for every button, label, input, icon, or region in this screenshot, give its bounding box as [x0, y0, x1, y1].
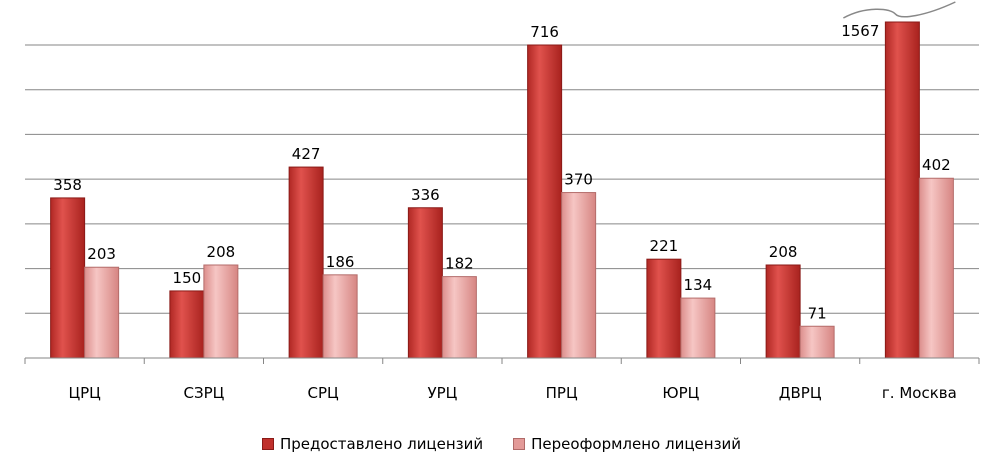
data-label: 208 — [769, 243, 798, 261]
data-label: 186 — [326, 253, 355, 271]
legend-swatch-provided — [261, 438, 274, 450]
bar-reissued — [203, 264, 239, 359]
bar-reissued — [918, 177, 954, 359]
bar-provided — [50, 197, 86, 359]
bar-provided — [884, 21, 920, 359]
x-tick-label: ЦРЦ — [68, 384, 101, 402]
x-tick-label: ДВРЦ — [779, 384, 822, 402]
data-labels: 358 203 150 208 427 186 336 182 716 370 221 134 208 7… — [53, 1, 956, 322]
bar-provided — [646, 258, 682, 359]
bars — [50, 21, 954, 359]
legend: Предоставлено лицензий Переоформлено лиц… — [0, 430, 1003, 458]
bar-reissued — [441, 276, 477, 359]
data-label: 208 — [207, 243, 236, 261]
bar-provided — [407, 207, 443, 359]
data-label: 203 — [87, 245, 116, 263]
x-tick-label: ЮРЦ — [662, 384, 699, 402]
data-label: 370 — [564, 171, 593, 189]
bar-reissued — [322, 274, 358, 359]
legend-item-reissued: Переоформлено лицензий — [513, 435, 741, 453]
bar-reissued — [680, 297, 716, 359]
bar-chart: 358 203 150 208 427 186 336 182 716 370 221 134 208 7… — [24, 1, 980, 402]
data-label: 402 — [922, 156, 951, 174]
x-tick-label: УРЦ — [427, 384, 457, 402]
data-label: 134 — [684, 276, 713, 294]
data-label: 150 — [173, 269, 202, 287]
bar-provided — [288, 166, 324, 359]
legend-item-provided: Предоставлено лицензий — [261, 435, 484, 453]
bar-reissued — [84, 266, 120, 359]
bar-reissued — [799, 325, 835, 359]
legend-swatch-reissued — [513, 438, 526, 450]
data-label: 427 — [292, 145, 321, 163]
bar-provided — [765, 264, 801, 359]
legend-label-provided: Предоставлено лицензий — [279, 435, 484, 453]
axis-break-mark — [843, 1, 956, 19]
bar-provided — [527, 44, 563, 359]
data-label: 221 — [650, 237, 679, 255]
data-label: 1567 — [841, 22, 879, 40]
data-label: 716 — [530, 23, 559, 41]
x-tick-label: СЗРЦ — [183, 384, 224, 402]
data-label: 71 — [808, 304, 827, 322]
gridlines — [25, 44, 979, 314]
x-tick-label: СРЦ — [308, 384, 340, 402]
x-axis: ЦРЦ СЗРЦ СРЦ УРЦ ПРЦ ЮРЦ ДВРЦ г. Москва — [24, 357, 980, 402]
legend-label-reissued: Переоформлено лицензий — [531, 435, 742, 453]
x-tick-label: г. Москва — [882, 384, 957, 402]
bar-reissued — [561, 192, 597, 359]
data-label: 336 — [411, 186, 440, 204]
bar-provided — [169, 290, 205, 359]
data-label: 358 — [53, 176, 82, 194]
x-tick-label: ПРЦ — [546, 384, 578, 402]
data-label: 182 — [445, 255, 474, 273]
